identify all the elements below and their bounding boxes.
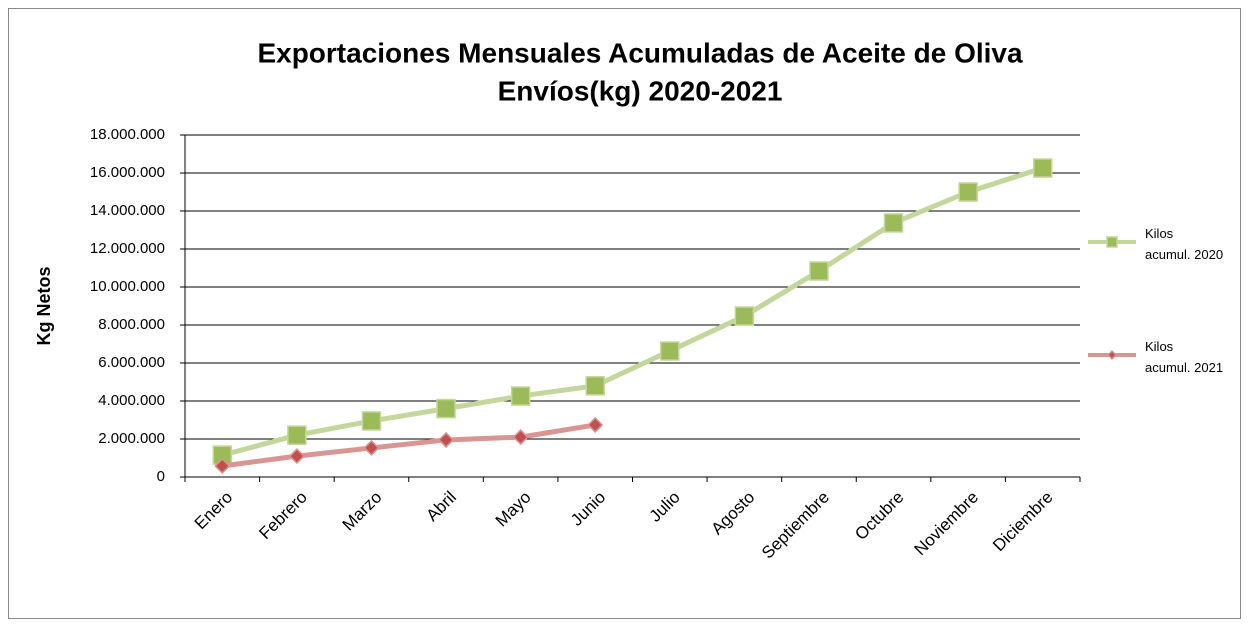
y-tick-label: 12.000.000	[90, 240, 165, 257]
y-tick-label: 18.000.000	[90, 126, 165, 143]
marker	[361, 411, 382, 431]
marker	[809, 261, 829, 281]
legend-label-line: Kilos	[1145, 339, 1177, 354]
marker	[585, 376, 605, 396]
marker	[883, 213, 904, 233]
series-line	[221, 422, 596, 469]
series-line	[221, 165, 1044, 458]
y-axis-label: Kg Netos	[34, 266, 54, 345]
chart-title: Exportaciones Mensuales Acumuladas de Ac…	[257, 37, 1023, 68]
marker	[437, 431, 455, 449]
legend-label: Kilos acumul. 2021	[1145, 339, 1223, 375]
marker	[1032, 158, 1053, 178]
marker	[214, 457, 231, 475]
marker	[287, 425, 307, 445]
legend-label-line: acumul. 2021	[1145, 360, 1223, 375]
legend-label-line: Kilos	[1145, 226, 1177, 241]
y-tick-label: 6.000.000	[98, 354, 165, 371]
y-tick-label: 8.000.000	[98, 316, 165, 333]
marker	[288, 448, 305, 465]
chart-title: Envíos(kg) 2020-2021	[498, 75, 783, 106]
y-tick-label: 0	[157, 468, 165, 485]
legend-label: Kilos acumul. 2020	[1145, 226, 1223, 262]
y-tick-label: 2.000.000	[98, 430, 165, 447]
marker	[734, 306, 755, 326]
marker	[660, 341, 680, 361]
chart-border	[8, 8, 1241, 619]
legend-marker	[1106, 349, 1118, 361]
marker	[512, 429, 529, 446]
y-tick-label: 14.000.000	[90, 202, 165, 219]
y-tick-label: 4.000.000	[98, 392, 165, 409]
marker	[363, 439, 380, 456]
marker	[587, 416, 604, 434]
y-tick-label: 10.000.000	[90, 278, 165, 295]
marker	[510, 386, 531, 406]
marker	[436, 398, 456, 419]
legend-label-line: acumul. 2020	[1145, 247, 1223, 262]
legend-marker	[1106, 236, 1118, 248]
marker	[958, 182, 978, 202]
y-tick-label: 16.000.000	[90, 164, 165, 181]
